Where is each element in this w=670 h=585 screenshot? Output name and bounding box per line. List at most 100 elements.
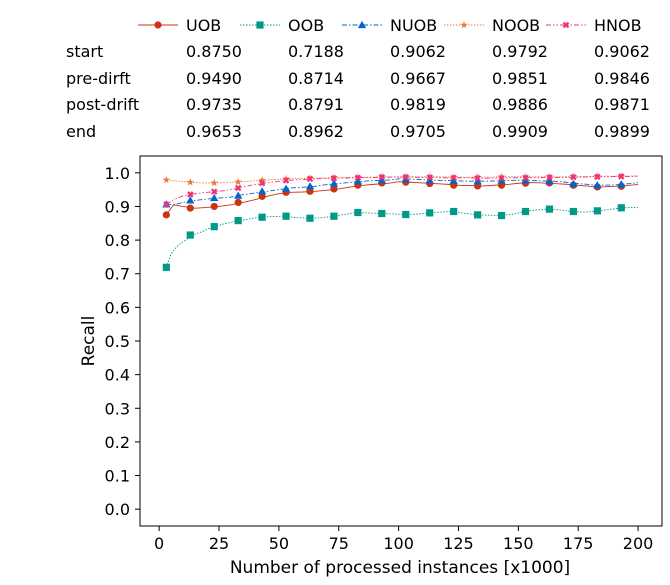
legend: UOB OOB NUOB NOOB HNOB: [138, 16, 642, 35]
summary-table: start 0.8750 0.7188 0.9062 0.9792 0.9062 pre-d…: [66, 42, 650, 141]
legend-label-oob: OOB: [288, 16, 324, 35]
data-point-uob: [162, 211, 170, 219]
data-point-oob: [162, 263, 170, 271]
x-tick-label: 50: [269, 534, 289, 553]
legend-marker-hnob: [562, 21, 570, 29]
data-point-hnob: [546, 174, 553, 181]
y-tick-label: 0.4: [105, 366, 130, 385]
data-point-nuob: [210, 193, 219, 202]
data-point-noob: [497, 172, 506, 181]
table-row-label: pre-dirft: [66, 69, 131, 88]
data-point-oob: [210, 223, 218, 231]
data-point-hnob: [163, 201, 170, 208]
table-cell: 0.9653: [186, 122, 242, 141]
y-tick-label: 0.6: [105, 298, 130, 317]
legend-marker-nuob: [357, 20, 367, 29]
data-point-nuob: [186, 196, 195, 204]
x-tick-label: 125: [443, 534, 474, 553]
y-axis-label: Recall: [79, 316, 99, 367]
data-point-nuob: [497, 176, 506, 184]
table-cell: 0.8791: [288, 95, 344, 114]
table-cell: 0.9819: [390, 95, 446, 114]
series-nuob: [162, 175, 639, 208]
data-point-hnob: [474, 174, 481, 182]
legend-marker-uob: [154, 21, 162, 29]
data-point-hnob: [354, 174, 362, 182]
y-tick-label: 0.8: [105, 231, 130, 250]
table-cell: 0.9899: [594, 122, 650, 141]
y-axis: 0.0 0.1 0.2 0.3 0.4 0.5 0.6 0.7 0.8 0.9 1.0: [105, 164, 140, 519]
data-point-hnob: [570, 173, 577, 181]
data-point-nuob: [617, 180, 626, 188]
table-cell: 0.9846: [594, 69, 650, 88]
y-tick-label: 0.3: [105, 399, 130, 418]
x-tick-label: 150: [503, 534, 534, 553]
x-tick-label: 75: [329, 534, 349, 553]
data-point-hnob: [187, 191, 194, 198]
table-row-label: post-drift: [66, 95, 139, 114]
data-point-nuob: [593, 181, 602, 189]
data-point-uob: [330, 185, 338, 193]
data-point-noob: [234, 177, 242, 186]
data-point-hnob: [450, 174, 457, 182]
data-point-hnob: [306, 175, 314, 183]
data-point-nuob: [425, 176, 434, 184]
data-point-nuob: [473, 177, 482, 185]
data-point-uob: [186, 204, 194, 212]
data-point-nuob: [353, 177, 363, 185]
data-point-nuob: [305, 182, 315, 190]
data-point-noob: [258, 176, 266, 184]
data-point-nuob: [545, 177, 554, 185]
data-point-nuob: [281, 184, 291, 192]
data-point-hnob: [402, 173, 410, 181]
legend-label-uob: UOB: [186, 16, 221, 35]
y-tick-label: 0.1: [105, 467, 130, 486]
legend-label-noob: NOOB: [492, 16, 540, 35]
y-tick-label: 0.0: [105, 500, 130, 519]
data-point-oob: [593, 207, 601, 215]
data-point-hnob: [618, 173, 625, 180]
data-point-uob: [258, 192, 266, 200]
y-tick-label: 0.9: [105, 197, 130, 216]
data-point-hnob: [330, 174, 338, 182]
data-point-uob: [210, 202, 218, 211]
series-line-nuob: [166, 178, 639, 206]
legend-label-nuob: NUOB: [390, 16, 437, 35]
data-point-uob: [234, 198, 242, 207]
data-point-hnob: [522, 174, 529, 182]
legend-label-hnob: HNOB: [594, 16, 642, 35]
table-cell: 0.9871: [594, 95, 650, 114]
legend-item-noob: NOOB: [444, 16, 540, 35]
data-point-oob: [306, 214, 314, 222]
data-point-nuob: [234, 191, 243, 199]
data-point-oob: [617, 204, 625, 212]
data-point-hnob: [378, 173, 386, 181]
plot-area: 0 25 50 75 100 125 150 175 200 0.00.10.20.30.40.…: [105, 155, 663, 553]
data-point-nuob: [257, 187, 267, 195]
table-cell: 0.9667: [390, 69, 446, 88]
series-line-hnob: [166, 175, 639, 205]
table-row-label: end: [66, 122, 96, 141]
data-point-oob: [282, 212, 290, 220]
data-point-hnob: [594, 173, 601, 181]
legend-item-oob: OOB: [240, 16, 324, 35]
table-row: start 0.8750 0.7188 0.9062 0.9792 0.9062: [66, 42, 650, 61]
data-point-oob: [258, 213, 266, 221]
table-cell: 0.9062: [390, 42, 446, 61]
data-point-hnob: [210, 188, 218, 195]
data-point-noob: [210, 178, 218, 187]
data-point-oob: [354, 208, 362, 217]
data-point-oob: [569, 207, 578, 216]
y-tick-label: 1.0: [105, 164, 130, 183]
data-point-nuob: [377, 176, 386, 184]
data-point-oob: [426, 209, 434, 217]
y-tick-label: 0.5: [105, 332, 130, 351]
data-point-oob: [378, 209, 386, 218]
y-tick-label: 0.2: [105, 433, 130, 452]
data-point-oob: [545, 205, 554, 213]
series-hnob: [163, 173, 639, 208]
legend-item-hnob: HNOB: [546, 16, 642, 35]
legend-item-uob: UOB: [138, 16, 221, 35]
data-point-hnob: [498, 174, 505, 182]
